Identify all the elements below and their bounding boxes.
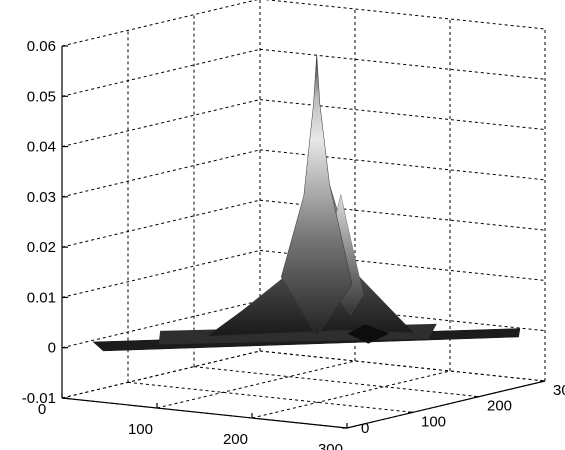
x-tick-label: 300 — [318, 441, 343, 450]
grid-lines — [61, 0, 546, 429]
axes — [61, 46, 546, 429]
z-tick-label: 0.06 — [27, 38, 56, 55]
y-tick-label: 0 — [361, 420, 369, 437]
x-axis — [61, 397, 348, 429]
surface — [92, 54, 521, 352]
grid-line — [61, 199, 261, 248]
grid-line — [251, 370, 451, 419]
grid-line — [259, 350, 546, 382]
z-tick-label: 0.02 — [27, 239, 56, 256]
x-tick-label: 200 — [223, 431, 248, 448]
y-tick-label: 300 — [553, 382, 565, 399]
surface-dip — [347, 324, 390, 344]
z-tick-label: 0.03 — [27, 189, 56, 206]
grid-line — [259, 149, 546, 181]
x-tick-label: 100 — [128, 421, 153, 438]
grid-line — [61, 300, 261, 349]
z-tick-label: -0.01 — [22, 390, 56, 407]
grid-line — [259, 99, 546, 131]
main-peak — [281, 54, 353, 337]
grid-line — [156, 360, 356, 409]
y-tick-label: 100 — [421, 413, 446, 430]
x-tick-label: 0 — [38, 401, 46, 418]
tick-labels: -0.0100.010.020.030.040.050.060100200300… — [22, 38, 565, 450]
grid-line — [61, 0, 258, 47]
grid-line — [61, 48, 261, 97]
z-tick-label: 0 — [48, 340, 56, 357]
grid-line — [264, 0, 546, 30]
z-tick-label: 0.04 — [27, 139, 56, 156]
grid-line — [61, 350, 261, 399]
y-axis — [346, 380, 546, 429]
grid-line — [193, 366, 480, 398]
z-tick-label: 0.01 — [27, 289, 56, 306]
z-tick-label: 0.05 — [27, 88, 56, 105]
grid-line — [61, 249, 261, 298]
grid-line — [127, 381, 414, 413]
grid-line — [259, 48, 546, 80]
grid-line — [61, 149, 261, 198]
grid-line — [61, 99, 261, 148]
y-tick-label: 200 — [487, 398, 512, 415]
